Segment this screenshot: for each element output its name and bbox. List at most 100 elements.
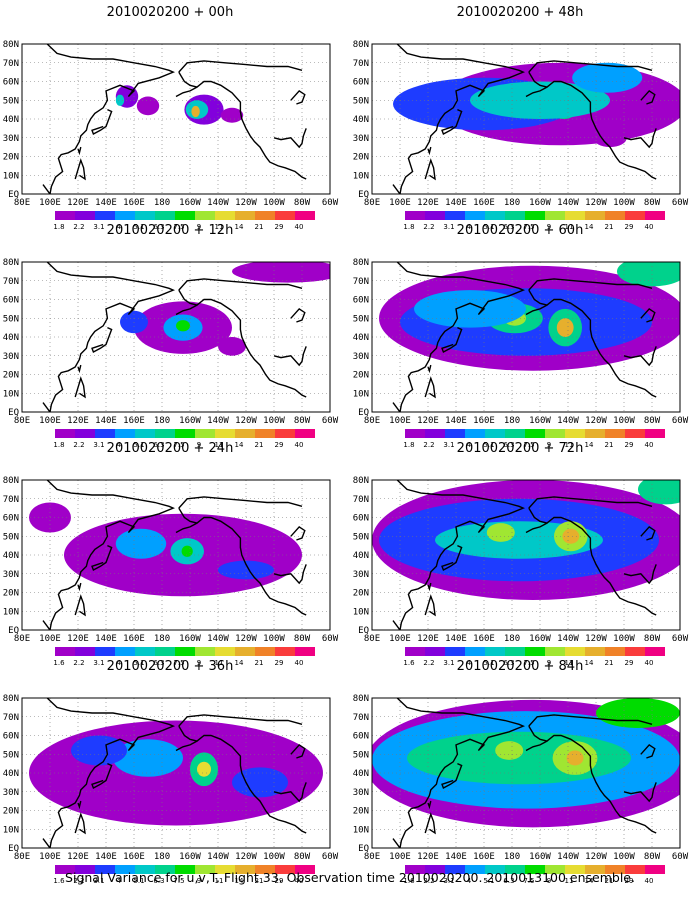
colorbar-swatch — [135, 429, 155, 438]
y-tick-label: 50N — [353, 96, 369, 106]
x-tick-label: 120W — [235, 416, 257, 426]
colorbar-swatch — [525, 429, 545, 438]
colorbar-swatch — [115, 865, 135, 874]
x-tick-label: 140E — [95, 198, 117, 208]
colorbar-label: 4 — [117, 441, 122, 449]
colorbar-swatch — [485, 211, 505, 220]
coastline — [427, 364, 432, 374]
coastline — [528, 60, 653, 73]
colorbar-label: 4 — [117, 877, 122, 885]
colorbar-label: 9 — [547, 659, 551, 667]
colorbar-swatch — [195, 647, 215, 656]
coastline — [424, 812, 436, 835]
colorbar-label: 6.3 — [153, 659, 164, 667]
x-tick-label: 140E — [445, 198, 467, 208]
y-tick-label: 30N — [3, 352, 19, 362]
colorbar-swatch — [605, 429, 625, 438]
variance-contour — [136, 96, 160, 116]
coastline — [525, 304, 548, 316]
coastline — [77, 800, 82, 810]
coastline — [175, 522, 198, 534]
field — [22, 480, 330, 630]
panel-title: 2010020200 + 72h — [456, 441, 584, 456]
panel-36h: 2010020200 + 36h 80N 70N 60N 50N 40N 30N 20N 10… — [0, 658, 340, 885]
x-tick-label: 80E — [364, 198, 380, 208]
x-tick-label: 80E — [14, 634, 30, 644]
y-tick-label: 30N — [3, 570, 19, 580]
colorbar-label: 3.1 — [93, 877, 104, 885]
panel-60h: 2010020200 + 60h 80N 70N 60N 50N 40N 30N 20N 10… — [350, 222, 690, 449]
y-tick-label: EQ — [358, 844, 369, 854]
field — [22, 262, 330, 412]
coastline — [525, 86, 548, 98]
y-tick-label: 30N — [3, 788, 19, 798]
x-tick-label: 160E — [123, 852, 145, 862]
colorbar-label: 14 — [585, 441, 594, 449]
y-tick-label: 20N — [3, 153, 19, 163]
coastline — [178, 60, 303, 73]
variance-contour — [218, 560, 274, 580]
variance-contour — [218, 337, 246, 356]
y-tick-label: EQ — [8, 626, 19, 636]
colorbar-label: 11 — [215, 223, 224, 231]
colorbar-label: 11 — [215, 659, 224, 667]
colorbar-label: 2.2 — [423, 877, 434, 885]
plot-frame — [21, 43, 331, 195]
colorbar-label: 6.3 — [153, 441, 164, 449]
plot-frame — [21, 261, 331, 413]
colorbar-swatch — [175, 865, 195, 874]
coastline — [77, 146, 82, 156]
colorbar-swatch — [485, 647, 505, 656]
colorbar-label: 2.2 — [73, 223, 84, 231]
variance-contour — [572, 62, 643, 93]
y-tick-label: 60N — [3, 296, 19, 306]
y-tick-label: 70N — [353, 277, 369, 287]
y-tick-label: 70N — [3, 59, 19, 69]
colorbar-label: 11 — [565, 223, 574, 231]
y-tick-label: EQ — [358, 190, 369, 200]
coastline — [396, 262, 526, 412]
colorbar-label: 14 — [235, 877, 244, 885]
variance-contour — [562, 528, 580, 544]
panel-title: 2010020200 + 24h — [106, 441, 234, 456]
colorbar-swatch — [75, 865, 95, 874]
y-tick-label: 60N — [353, 732, 369, 742]
panel-00h: 2010020200 + 00h 80N 70N 60N 50N 40N 30N 20N 10… — [0, 4, 340, 231]
colorbar-label: 21 — [255, 223, 264, 231]
colorbar-label: 5.1 — [133, 877, 144, 885]
colorbar-label: 29 — [625, 441, 634, 449]
panel-title: 2010020200 + 36h — [106, 659, 234, 674]
coastline — [178, 278, 303, 291]
colorbar-label: 9 — [197, 877, 201, 885]
x-tick-label: 100W — [263, 198, 285, 208]
x-tick-label: 80W — [644, 198, 661, 208]
coastline — [427, 582, 432, 592]
colorbar-label: 40 — [645, 877, 654, 885]
colorbar-swatch — [425, 865, 445, 874]
colorbar-label: 29 — [275, 223, 284, 231]
panel-84h: 2010020200 + 84h 80N 70N 60N 50N 40N 30N 20N 10… — [350, 658, 690, 885]
coastline — [74, 812, 86, 835]
panel-24h: 2010020200 + 24h 80N 70N 60N 50N 40N 30N 20N 10… — [0, 440, 340, 667]
colorbar-label: 1.6 — [53, 877, 65, 885]
colorbar-label: 6.3 — [503, 223, 514, 231]
x-tick-label: 120W — [235, 634, 257, 644]
colorbar-label: 11 — [565, 877, 574, 885]
coastline — [623, 346, 657, 367]
colorbar-label: 21 — [605, 877, 614, 885]
coastline — [290, 525, 306, 541]
x-tick-label: 120E — [417, 852, 439, 862]
colorbar-swatch — [75, 211, 95, 220]
colorbar-label: 6.3 — [153, 223, 164, 231]
colorbar-swatch — [465, 865, 485, 874]
panel-title: 2010020200 + 60h — [456, 223, 584, 238]
colorbar-label: 1.8 — [53, 441, 64, 449]
panel-48h: 2010020200 + 48h 80N 70N 60N 50N 40N 30N 20N 10… — [350, 4, 690, 231]
coastline — [525, 740, 548, 752]
coastline — [178, 496, 303, 509]
x-tick-label: 80E — [14, 852, 30, 862]
coastline — [175, 304, 198, 316]
x-tick-label: 140E — [445, 852, 467, 862]
x-tick-label: 160E — [123, 416, 145, 426]
